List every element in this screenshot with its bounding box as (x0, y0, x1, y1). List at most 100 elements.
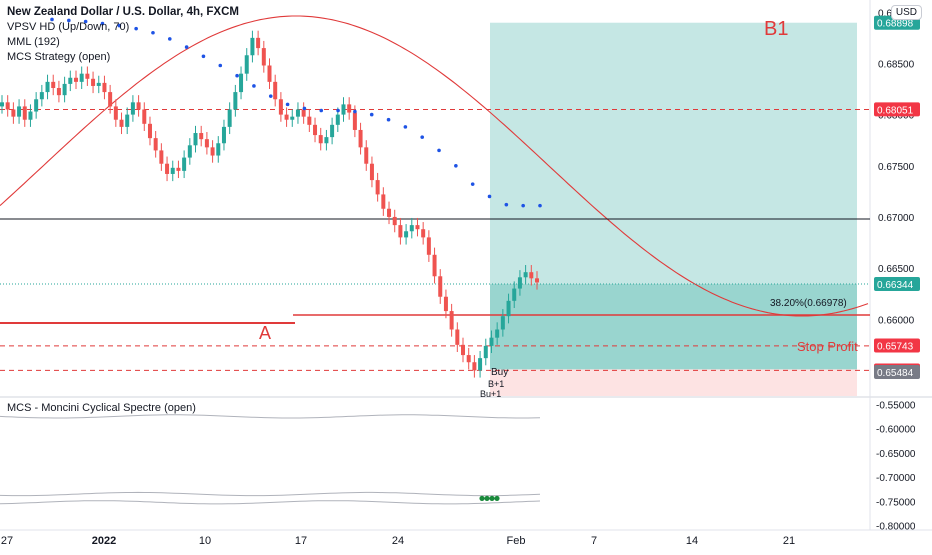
candle-body (278, 99, 283, 115)
candle-body (387, 208, 392, 217)
price-tick-label: 0.68500 (878, 59, 915, 70)
candle-body (210, 147, 215, 156)
candle-body (392, 216, 397, 226)
trail-dot (369, 112, 374, 117)
trail-dot (504, 202, 509, 207)
time-tick-label: Feb (507, 535, 526, 547)
trail-dot (319, 108, 324, 113)
candle-body (301, 109, 306, 117)
candle-body (398, 225, 403, 238)
candle-body (153, 138, 158, 151)
candle-body (318, 135, 323, 144)
candle-body (125, 114, 130, 127)
price-label-text: 0.68051 (877, 105, 914, 116)
candle-body (250, 37, 255, 56)
candle-body (290, 116, 295, 120)
trail-dot (420, 135, 425, 139)
candle-body (523, 272, 528, 278)
candle-body (102, 82, 107, 93)
price-label-text: 0.65743 (877, 342, 914, 353)
trail-dot (218, 63, 223, 68)
candle-body (176, 167, 181, 171)
osc-tick-label: -0.70000 (876, 473, 916, 484)
candle-body (421, 229, 426, 238)
trail-dot (50, 17, 54, 22)
candle-body (455, 329, 460, 345)
candle-body (256, 37, 261, 49)
price-tick-label: 0.67000 (878, 213, 915, 224)
candle-body (466, 355, 471, 363)
subpanel-title[interactable]: MCS - Moncini Cyclical Spectre (open) (7, 402, 196, 414)
trail-dot (285, 102, 290, 107)
candle-body (295, 109, 300, 117)
trail-dot (67, 18, 71, 23)
candle-body (39, 92, 44, 100)
candle-body (165, 163, 170, 174)
candle-body (136, 102, 141, 110)
time-tick-label: 2022 (92, 535, 116, 547)
osc-tick-label: -0.60000 (876, 425, 916, 436)
candle-body (17, 106, 22, 117)
candle-body (108, 92, 113, 107)
indicator-mcs-strategy[interactable]: MCS Strategy (open) (7, 51, 111, 63)
time-tick-label: 14 (686, 535, 698, 547)
trail-dot (302, 106, 307, 111)
candle-body (472, 362, 477, 371)
currency-button[interactable]: USD (890, 5, 922, 20)
osc-tick-label: -0.75000 (876, 497, 916, 508)
time-tick-label: 7 (591, 535, 597, 547)
price-label-box (874, 338, 920, 353)
trail-dot (184, 45, 189, 49)
candle-body (227, 109, 232, 127)
time-tick-label: 27 (1, 535, 13, 547)
candle-body (34, 99, 39, 112)
trail-dot (336, 108, 340, 113)
candle-body (199, 133, 204, 140)
candle-body (119, 119, 124, 127)
stop-profit-label: Stop Profit (797, 339, 858, 354)
candle-body (449, 311, 454, 330)
candle-body (187, 145, 192, 158)
indicator-mml[interactable]: MML (192) (7, 36, 60, 48)
candle-body (113, 106, 118, 120)
candle-body (147, 123, 152, 139)
b1-label: B+1 (488, 379, 504, 389)
candle-body (489, 337, 494, 346)
candle-body (91, 78, 96, 86)
price-tick-label: 0.67500 (878, 162, 915, 173)
candle-body (432, 254, 437, 277)
candle-body (495, 329, 500, 338)
price-tick-label: 0.66000 (878, 315, 915, 326)
entry-zone (490, 284, 857, 370)
candle-body (216, 143, 221, 156)
candle-body (5, 102, 10, 110)
indicator-vpsv[interactable]: VPSV HD (Up/Down, 70) (7, 21, 130, 33)
symbol-title[interactable]: New Zealand Dollar / U.S. Dollar, 4h, FX… (7, 6, 239, 18)
candle-body (284, 114, 289, 120)
candle-body (358, 129, 363, 148)
candle-body (330, 124, 335, 138)
candle-body (73, 77, 78, 82)
price-label-text: 0.66344 (877, 280, 914, 291)
trail-dot (117, 23, 122, 28)
candle-body (79, 73, 84, 82)
time-tick-label: 10 (199, 535, 211, 547)
trail-dot (470, 182, 475, 186)
candle-body (313, 124, 318, 136)
candle-body (159, 150, 164, 164)
buy-label: Buy (491, 367, 508, 378)
candle-body (506, 300, 511, 317)
osc-tick-label: -0.65000 (876, 449, 916, 460)
label-b1: B1 (764, 18, 788, 40)
candle-body (483, 345, 488, 359)
candle-body (267, 65, 272, 82)
candle-body (369, 163, 374, 181)
candle-body (443, 296, 448, 312)
candle-body (426, 237, 431, 255)
candle-body (478, 358, 483, 371)
oscillator-line (0, 500, 541, 505)
oscillator-signal-dot (484, 495, 490, 502)
candle-body (244, 55, 249, 74)
